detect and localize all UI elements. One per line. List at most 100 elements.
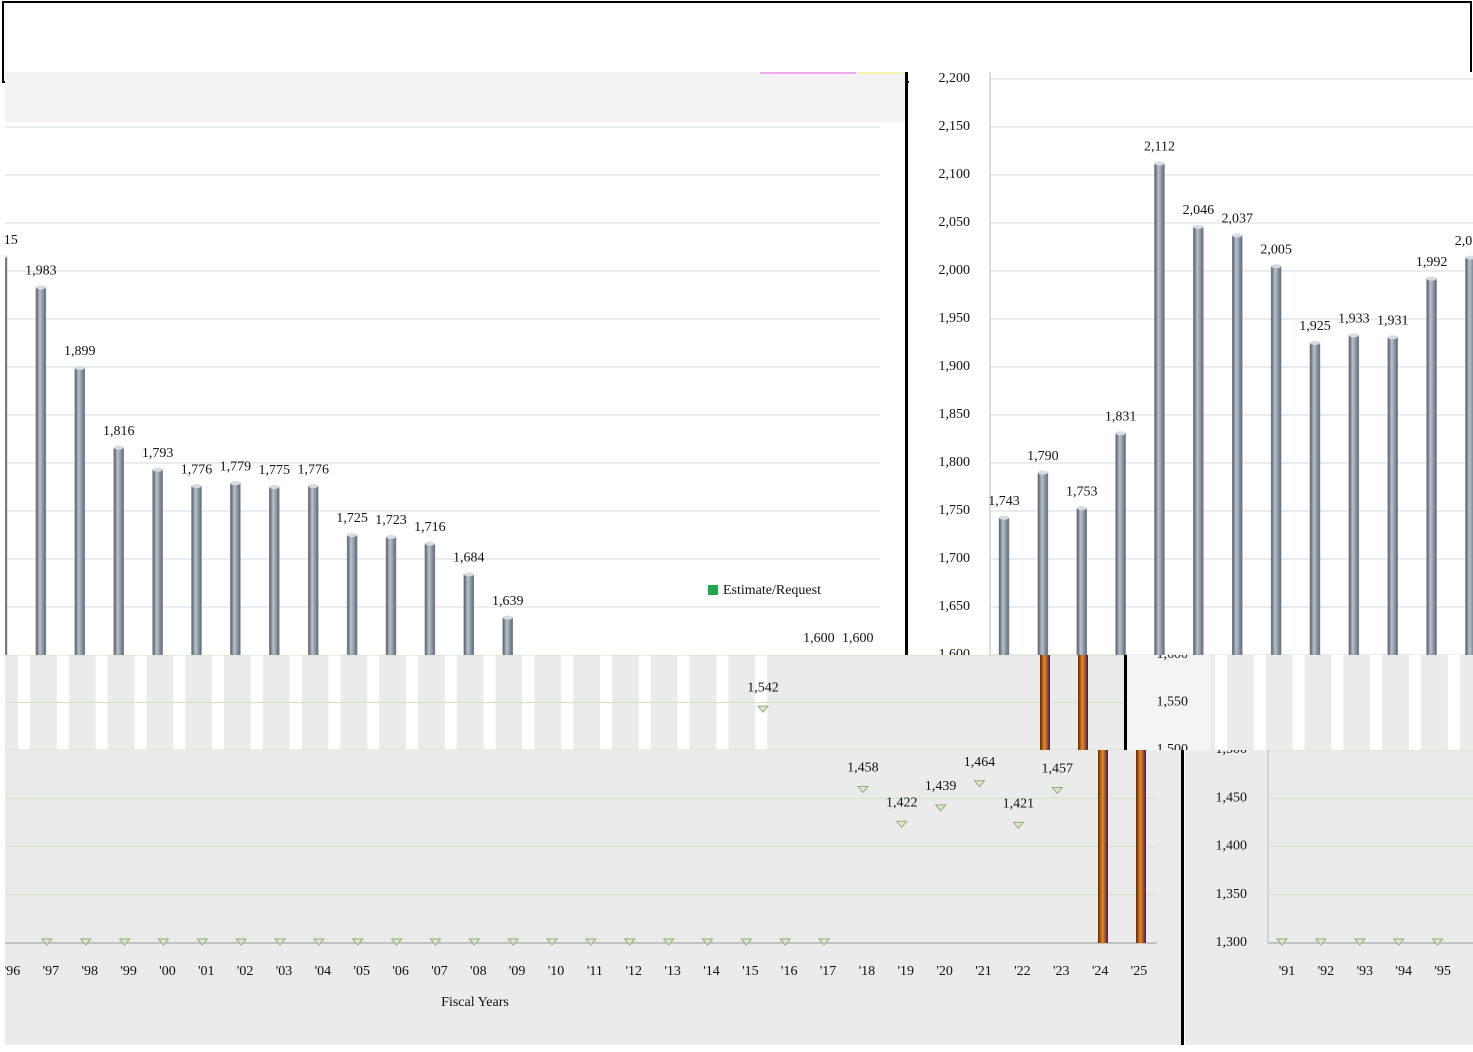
value-label: 1,925: [1299, 319, 1331, 334]
x-axis-label: Fiscal Years: [441, 995, 509, 1010]
value-label: 1,776: [181, 462, 213, 477]
x-tick-label: '98: [81, 964, 98, 979]
color-strip: [760, 72, 856, 74]
bar: [999, 518, 1009, 655]
x-tick-label: '25: [1131, 964, 1148, 979]
value-label: 1,421: [1003, 796, 1035, 811]
bar-cap: [1116, 431, 1126, 435]
value-label: 1,790: [1027, 449, 1059, 464]
bar: [114, 448, 124, 655]
value-label: 1,775: [259, 463, 291, 478]
x-tick-label: '00: [159, 964, 176, 979]
bar-cap: [1232, 233, 1242, 237]
bar-cap: [1271, 264, 1281, 268]
value-label: 1,639: [492, 594, 524, 609]
bar-cap: [425, 542, 435, 546]
value-label: 1,439: [925, 779, 957, 794]
x-tick-label: '18: [859, 964, 876, 979]
y-tick-label: 1,400: [1216, 839, 1248, 854]
value-label: 1,899: [64, 344, 96, 359]
bar: [1388, 337, 1398, 655]
x-tick-label: '97: [43, 964, 60, 979]
bar: [153, 470, 163, 655]
bar: [230, 483, 240, 655]
stripe: [1409, 655, 1421, 750]
bar: [36, 287, 46, 655]
value-label: 1,776: [297, 462, 329, 477]
stripe: [1331, 655, 1343, 750]
y-tick-label: 2,000: [939, 263, 971, 278]
bar: [1116, 433, 1126, 655]
value-label: 2,046: [1183, 203, 1215, 218]
y-tick-label: 1,850: [939, 407, 971, 422]
bar: [0, 257, 7, 655]
x-tick-label: '21: [975, 964, 992, 979]
window-frame: [3, 2, 1471, 82]
y-tick-label: 1,550: [1157, 695, 1189, 710]
bar-cap: [386, 535, 396, 539]
panel-bg: [5, 750, 1181, 1045]
x-tick-label: '96: [4, 964, 21, 979]
x-tick-label: '99: [120, 964, 137, 979]
y-tick-label: 1,650: [939, 599, 971, 614]
stripe: [1293, 655, 1305, 750]
bar-cap: [464, 572, 474, 576]
bar: [386, 537, 396, 655]
x-tick-label: '95: [1434, 964, 1451, 979]
bar-cap: [1154, 161, 1164, 165]
x-tick-label: '11: [587, 964, 603, 979]
orange-bar: [1136, 750, 1146, 943]
bar-cap: [269, 485, 279, 489]
y-tick-label: 1,800: [939, 455, 971, 470]
bar-cap: [1077, 506, 1087, 510]
bar: [425, 544, 435, 655]
bar: [1038, 473, 1048, 655]
stripe: [1215, 655, 1227, 750]
x-tick-label: '10: [548, 964, 565, 979]
bar-cap: [347, 533, 357, 537]
bar-cap: [230, 481, 240, 485]
color-strip: [858, 72, 905, 74]
value-label: 1,600: [803, 631, 835, 646]
value-label: 1,458: [847, 761, 879, 776]
y-tick-label: 1,700: [939, 551, 971, 566]
bar-cap: [1388, 335, 1398, 339]
bar: [1193, 227, 1203, 655]
value-label: 2,005: [1260, 242, 1292, 257]
panel-bg: [5, 72, 905, 655]
bar: [464, 574, 474, 655]
stripe: [1254, 655, 1266, 750]
bar: [1271, 266, 1281, 655]
bar-cap: [114, 446, 124, 450]
value-label: 1,983: [25, 264, 57, 279]
y-tick-label: 2,150: [939, 119, 971, 134]
bar-cap: [1349, 333, 1359, 337]
value-label: 1,933: [1338, 312, 1370, 327]
stripe: [1370, 655, 1382, 750]
bar: [1232, 235, 1242, 655]
x-tick-label: '04: [315, 964, 332, 979]
orange-bar: [1078, 655, 1088, 750]
bar: [347, 535, 357, 655]
y-tick-label: 1,300: [1216, 935, 1248, 950]
x-tick-label: '08: [470, 964, 487, 979]
bar: [1154, 163, 1164, 655]
x-tick-label: '24: [1092, 964, 1109, 979]
x-tick-label: '14: [703, 964, 720, 979]
y-tick-label: 1,950: [939, 311, 971, 326]
x-tick-label: '16: [781, 964, 798, 979]
value-label: 2,112: [1144, 140, 1175, 155]
x-tick-label: '07: [431, 964, 448, 979]
bar-cap: [192, 484, 202, 488]
orange-bar: [1040, 655, 1050, 750]
value-label: 1,743: [988, 494, 1020, 509]
separator: [1181, 750, 1184, 1045]
legend-label: Estimate/Request: [723, 583, 821, 598]
bar-cap: [153, 468, 163, 472]
x-tick-label: '12: [625, 964, 642, 979]
x-tick-label: '92: [1318, 964, 1335, 979]
bar: [1310, 343, 1320, 655]
value-label: 1,793: [142, 446, 174, 461]
bar-cap: [999, 516, 1009, 520]
y-tick-label: 1,450: [1216, 790, 1248, 805]
